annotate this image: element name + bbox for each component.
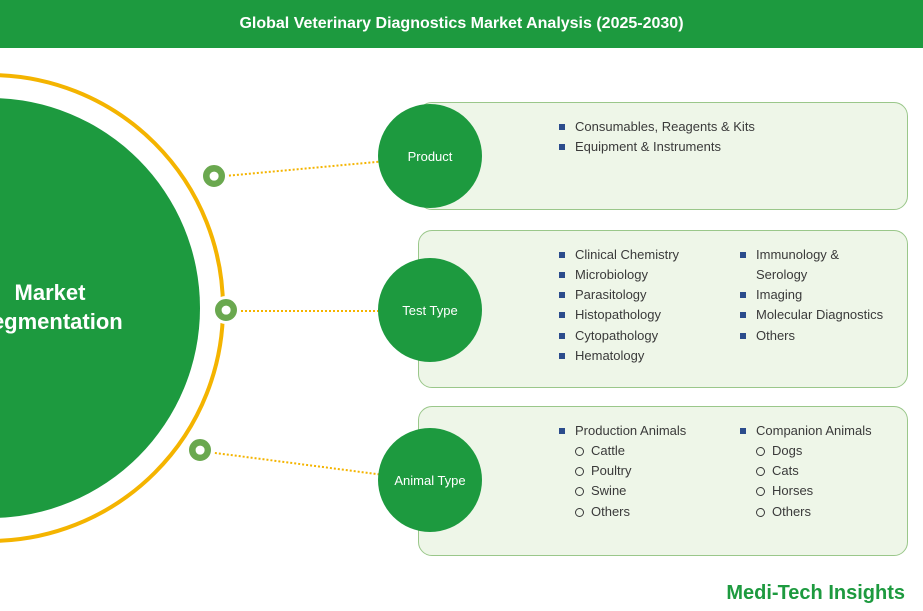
list-item: Histopathology [559, 305, 710, 325]
category-circle-animal-type: Animal Type [378, 428, 482, 532]
main-label-line2: Segmentation [0, 309, 123, 334]
category-circle-test-type: Test Type [378, 258, 482, 362]
category-label: Product [408, 149, 453, 164]
main-circle-label: Market Segmentation [0, 279, 123, 336]
list-item: Others [740, 502, 891, 522]
list-item: Clinical Chemistry [559, 245, 710, 265]
panel-animal-type: Production AnimalsCattlePoultrySwineOthe… [418, 406, 908, 556]
panel-product: Consumables, Reagents & KitsEquipment & … [418, 102, 908, 210]
list-item: Cytopathology [559, 326, 710, 346]
list-item: Molecular Diagnostics [740, 305, 891, 325]
list-item: Immunology & Serology [740, 245, 891, 285]
connector-node [212, 296, 240, 324]
list-item: Hematology [559, 346, 710, 366]
list-item: Production Animals [559, 421, 710, 441]
category-label: Animal Type [394, 473, 465, 488]
connector-node [186, 436, 214, 464]
list-item: Cattle [559, 441, 710, 461]
list-item: Poultry [559, 461, 710, 481]
list-item: Others [559, 502, 710, 522]
page-title: Global Veterinary Diagnostics Market Ana… [239, 15, 683, 33]
brand-part1: Medi [726, 582, 772, 604]
list-item: Companion Animals [740, 421, 891, 441]
list-item: Equipment & Instruments [559, 137, 891, 157]
list-item: Microbiology [559, 265, 710, 285]
list-item: Consumables, Reagents & Kits [559, 117, 891, 137]
panel-test-type: Clinical ChemistryMicrobiologyParasitolo… [418, 230, 908, 388]
list-item: Cats [740, 461, 891, 481]
category-circle-product: Product [378, 104, 482, 208]
list-item: Dogs [740, 441, 891, 461]
list-item: Horses [740, 481, 891, 501]
brand-part2: Tech Insights [778, 582, 905, 604]
list-item: Parasitology [559, 285, 710, 305]
main-label-line1: Market [15, 280, 86, 305]
connector-node [200, 162, 228, 190]
category-label: Test Type [402, 303, 457, 318]
list-item: Swine [559, 481, 710, 501]
page-header: Global Veterinary Diagnostics Market Ana… [0, 0, 923, 48]
diagram-canvas: Market Segmentation Consumables, Reagents … [0, 48, 923, 611]
list-item: Imaging [740, 285, 891, 305]
footer-brand: Medi-Tech Insights [726, 582, 905, 605]
list-item: Others [740, 326, 891, 346]
